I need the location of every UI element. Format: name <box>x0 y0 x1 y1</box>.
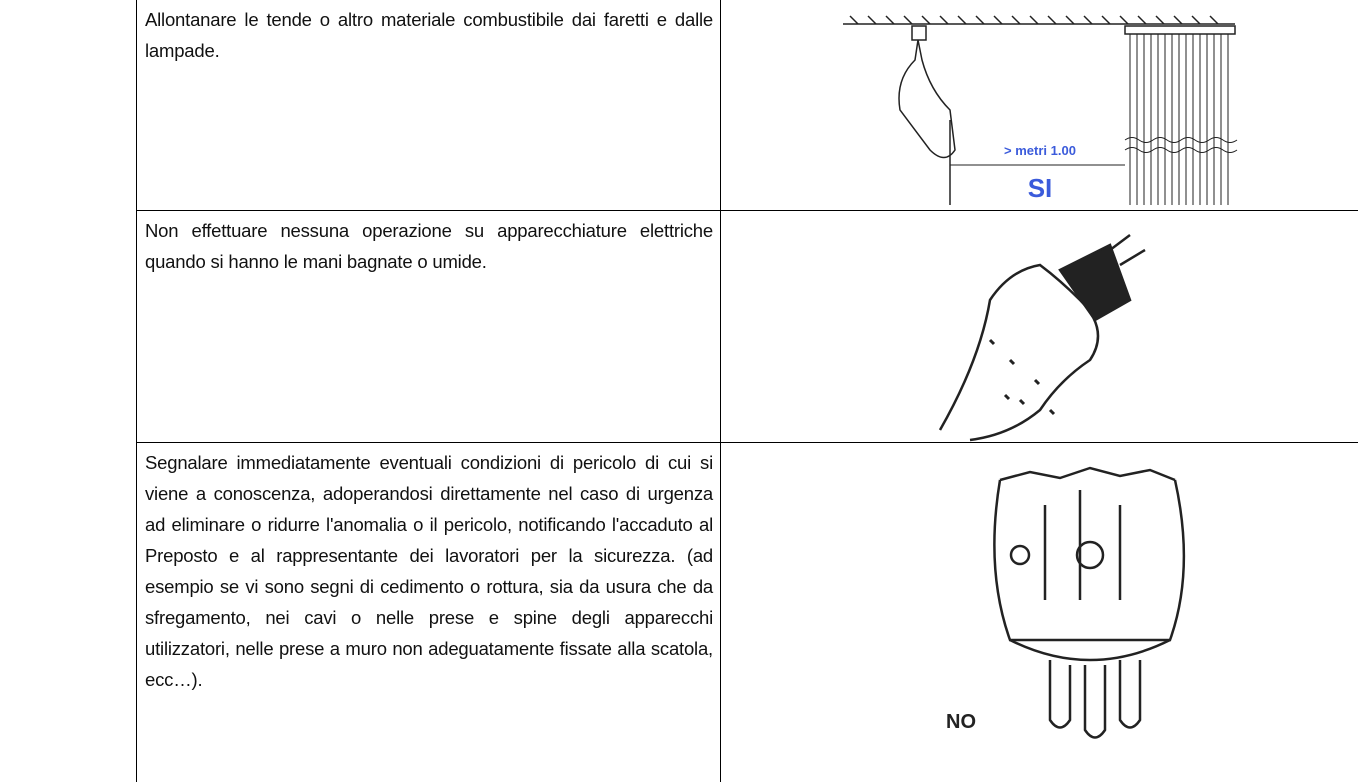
verdict-label: NO <box>946 711 976 733</box>
measure-label: > metri 1.00 <box>1004 143 1076 158</box>
verdict-label: SI <box>1028 173 1053 203</box>
instruction: Segnalare immediatamente eventuali condi… <box>145 452 713 690</box>
lamp-curtain-illustration: > metri 1.00 SI <box>843 15 1238 205</box>
text-cell: Segnalare immediatamente eventuali condi… <box>136 442 721 782</box>
image-cell <box>720 0 1358 211</box>
wet-hand-illustration <box>938 234 1146 442</box>
image-cell <box>720 442 1358 782</box>
instruction: Allontanare le tende o altro materiale c… <box>145 9 713 61</box>
instruction: Non effettuare nessuna operazione su app… <box>145 220 713 272</box>
text-cell: Non effettuare nessuna operazione su app… <box>136 210 721 443</box>
broken-plug-illustration: NO <box>946 466 1186 739</box>
image-cell <box>720 210 1358 443</box>
text-cell: Allontanare le tende o altro materiale c… <box>136 0 721 211</box>
